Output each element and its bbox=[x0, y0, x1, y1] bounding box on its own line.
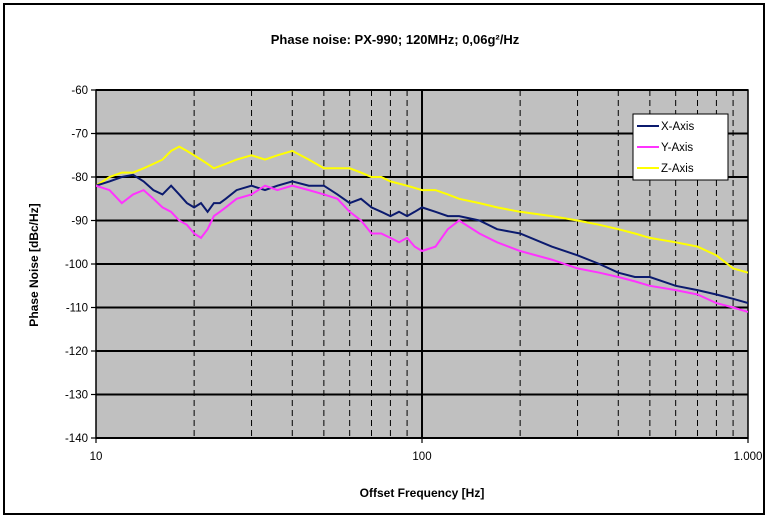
y-tick-label: -110 bbox=[66, 303, 88, 315]
x-tick-label: 10 bbox=[90, 451, 103, 463]
x-tick-label: 100 bbox=[412, 451, 431, 463]
legend-label: X-Axis bbox=[661, 121, 694, 133]
y-tick-label: -120 bbox=[65, 346, 88, 358]
x-axis-label: Offset Frequency [Hz] bbox=[360, 486, 485, 500]
y-tick-label: -90 bbox=[71, 216, 88, 228]
y-tick-label: -80 bbox=[71, 172, 88, 184]
y-axis-label: Phase Noise [dBc/Hz] bbox=[27, 203, 41, 326]
legend-label: Y-Axis bbox=[661, 142, 693, 154]
chart-title: Phase noise: PX-990; 120MHz; 0,06g²/Hz bbox=[271, 32, 520, 47]
legend: X-Axis Y-Axis Z-Axis bbox=[632, 113, 729, 181]
legend-label: Z-Axis bbox=[661, 163, 694, 175]
y-tick-label: -100 bbox=[65, 259, 88, 271]
y-tick-label: -70 bbox=[71, 129, 88, 141]
x-tick-label: 1.000 bbox=[734, 451, 763, 463]
series-line-x-axis bbox=[96, 173, 748, 305]
y-tick-label: -140 bbox=[65, 433, 88, 445]
y-tick-label: -130 bbox=[65, 390, 88, 402]
series-line-z-axis bbox=[96, 145, 748, 274]
series-line-y-axis bbox=[96, 184, 748, 313]
y-tick-label: -60 bbox=[71, 85, 88, 97]
